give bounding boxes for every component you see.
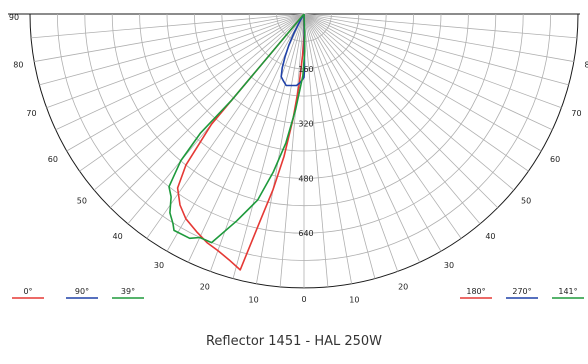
angle-tick-left: 80 [13, 60, 23, 69]
legend-right-2-label: 141° [558, 287, 577, 296]
grid-spoke [279, 13, 305, 287]
series-layer [168, 13, 306, 271]
angle-tick-left: 50 [77, 196, 87, 205]
radial-tick: 320 [298, 120, 313, 129]
polar-grid [8, 13, 580, 289]
angle-tick-right: 50 [521, 196, 531, 205]
grid-spoke [303, 13, 352, 284]
radial-tick: 640 [298, 229, 313, 238]
series-curve-2 [168, 13, 306, 244]
grid-spoke [303, 13, 442, 252]
grid-spoke [303, 13, 499, 209]
angle-tick-left: 10 [249, 296, 259, 305]
grid-spoke [146, 13, 305, 239]
grid-spoke [46, 13, 305, 109]
radial-tick: 160 [298, 65, 313, 74]
legend-left-2-label: 39° [121, 287, 135, 296]
grid-spoke [66, 13, 305, 152]
angle-tick-left: 90 [9, 13, 19, 22]
grid-spoke [303, 13, 569, 86]
radial-tick: 480 [298, 174, 313, 183]
angle-tick-left: 30 [154, 261, 164, 270]
grid-spoke [303, 13, 399, 272]
grid-spoke [79, 13, 305, 172]
grid-spoke [39, 13, 305, 86]
grid-spoke [34, 13, 305, 62]
angle-tick-left: 20 [200, 283, 210, 292]
grid-spoke [303, 13, 329, 287]
grid-spoke [209, 13, 305, 272]
series-curve-0 [176, 13, 305, 271]
angle-tick-left: 60 [48, 155, 58, 164]
grid-spoke [303, 13, 529, 172]
tick-labels: 9080706050403020109080706050403020100160… [9, 13, 588, 305]
angle-tick-right: 40 [485, 232, 495, 241]
grid-spoke [303, 13, 481, 225]
grid-spoke [232, 13, 305, 279]
grid-spoke [303, 13, 376, 279]
grid-spoke [166, 13, 305, 252]
grid-spoke [303, 13, 515, 191]
angle-tick-center: 0 [301, 295, 306, 304]
grid-spoke [303, 13, 421, 263]
grid-spoke [303, 13, 577, 39]
legend-left-0-label: 0° [23, 287, 32, 296]
grid-spoke [109, 13, 305, 209]
grid-spoke [303, 13, 462, 239]
angle-tick-right: 30 [444, 261, 454, 270]
legend-right-0-label: 180° [466, 287, 485, 296]
legend-right-1-label: 270° [512, 287, 531, 296]
grid-spoke [303, 13, 542, 152]
grid-spoke [31, 13, 305, 39]
grid-spoke [55, 13, 305, 131]
angle-tick-right: 10 [349, 296, 359, 305]
grid-spoke [303, 13, 553, 131]
chart-caption: Reflector 1451 - HAL 250W [205, 334, 383, 349]
grid-spoke [303, 13, 562, 109]
angle-tick-right: 20 [398, 283, 408, 292]
polar-chart: 9080706050403020109080706050403020100160… [8, 13, 588, 305]
angle-tick-left: 40 [112, 232, 122, 241]
angle-tick-right: 80 [585, 60, 588, 69]
angle-tick-right: 70 [571, 109, 581, 118]
legend: 0° 90° 39° 180° 270° 141° [12, 287, 584, 299]
angle-tick-left: 70 [26, 109, 36, 118]
grid-spoke [303, 13, 574, 62]
legend-left-1-label: 90° [75, 287, 89, 296]
angle-tick-right: 60 [550, 155, 560, 164]
grid-spoke [93, 13, 305, 191]
grid-spoke [256, 13, 305, 284]
